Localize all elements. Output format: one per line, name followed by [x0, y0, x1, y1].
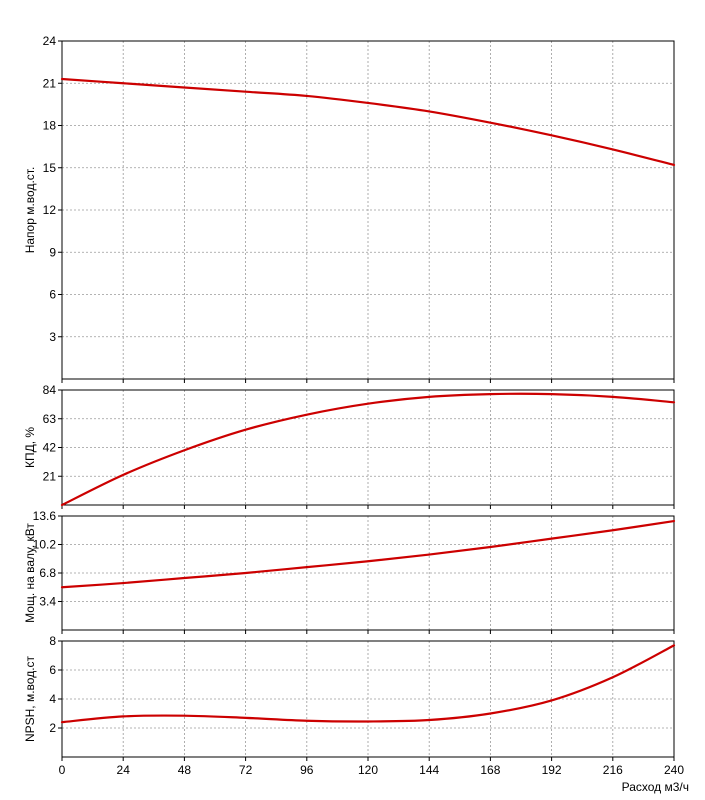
efficiency-ytick-label: 84 — [43, 383, 57, 397]
x-tick-label: 0 — [59, 763, 66, 777]
power-frame — [61, 515, 675, 631]
head-frame — [61, 40, 675, 380]
power-curve — [60, 519, 676, 589]
head-curve — [60, 77, 676, 167]
npsh-ylabel: NPSH, м.вод.ст — [23, 655, 37, 742]
x-axis-label: Расход м3/ч — [622, 780, 689, 794]
x-tick-label: 216 — [603, 763, 623, 777]
x-tick-label: 240 — [664, 763, 684, 777]
npsh-curve — [60, 644, 676, 724]
efficiency-ytick-label: 42 — [43, 441, 57, 455]
head-ytick-label: 15 — [43, 161, 57, 175]
head-ylabel: Напор м.вод.ст. — [23, 167, 37, 254]
x-tick-label: 192 — [542, 763, 562, 777]
x-tick-label: 24 — [117, 763, 131, 777]
x-tick-label: 168 — [480, 763, 500, 777]
npsh-ytick-label: 2 — [49, 721, 56, 735]
npsh-frame — [61, 640, 675, 758]
power-ytick-label: 13.6 — [33, 509, 57, 523]
power-ytick-label: 10.2 — [33, 538, 57, 552]
power-ylabel: Мощ. на валу, кВт — [23, 523, 37, 623]
head-ytick-label: 9 — [49, 245, 56, 259]
efficiency-ylabel: КПД, % — [23, 427, 37, 468]
efficiency-ytick-label: 63 — [43, 412, 57, 426]
x-tick-label: 96 — [300, 763, 314, 777]
npsh-ytick-label: 8 — [49, 634, 56, 648]
head-panel: 3 6 9 12 15 18 21 24 Напор м.вод.ст. — [23, 34, 676, 383]
efficiency-panel: 21 42 63 84 КПД, % — [23, 383, 676, 509]
efficiency-frame — [61, 389, 675, 506]
npsh-ytick-label: 4 — [49, 692, 56, 706]
x-tick-label: 48 — [178, 763, 192, 777]
x-tick-label: 72 — [239, 763, 253, 777]
efficiency-curve — [60, 392, 676, 507]
head-ytick-label: 12 — [43, 203, 57, 217]
head-ytick-label: 24 — [43, 34, 57, 48]
power-ytick-label: 3.4 — [39, 595, 56, 609]
head-ytick-label: 6 — [49, 288, 56, 302]
head-ytick-label: 18 — [43, 119, 57, 133]
efficiency-ytick-label: 21 — [43, 469, 57, 483]
head-ytick-label: 21 — [43, 76, 57, 90]
head-ytick-label: 3 — [49, 330, 56, 344]
x-tick-label: 120 — [358, 763, 378, 777]
npsh-ytick-label: 6 — [49, 663, 56, 677]
x-tick-label: 144 — [419, 763, 439, 777]
power-ytick-label: 6.8 — [39, 566, 56, 580]
